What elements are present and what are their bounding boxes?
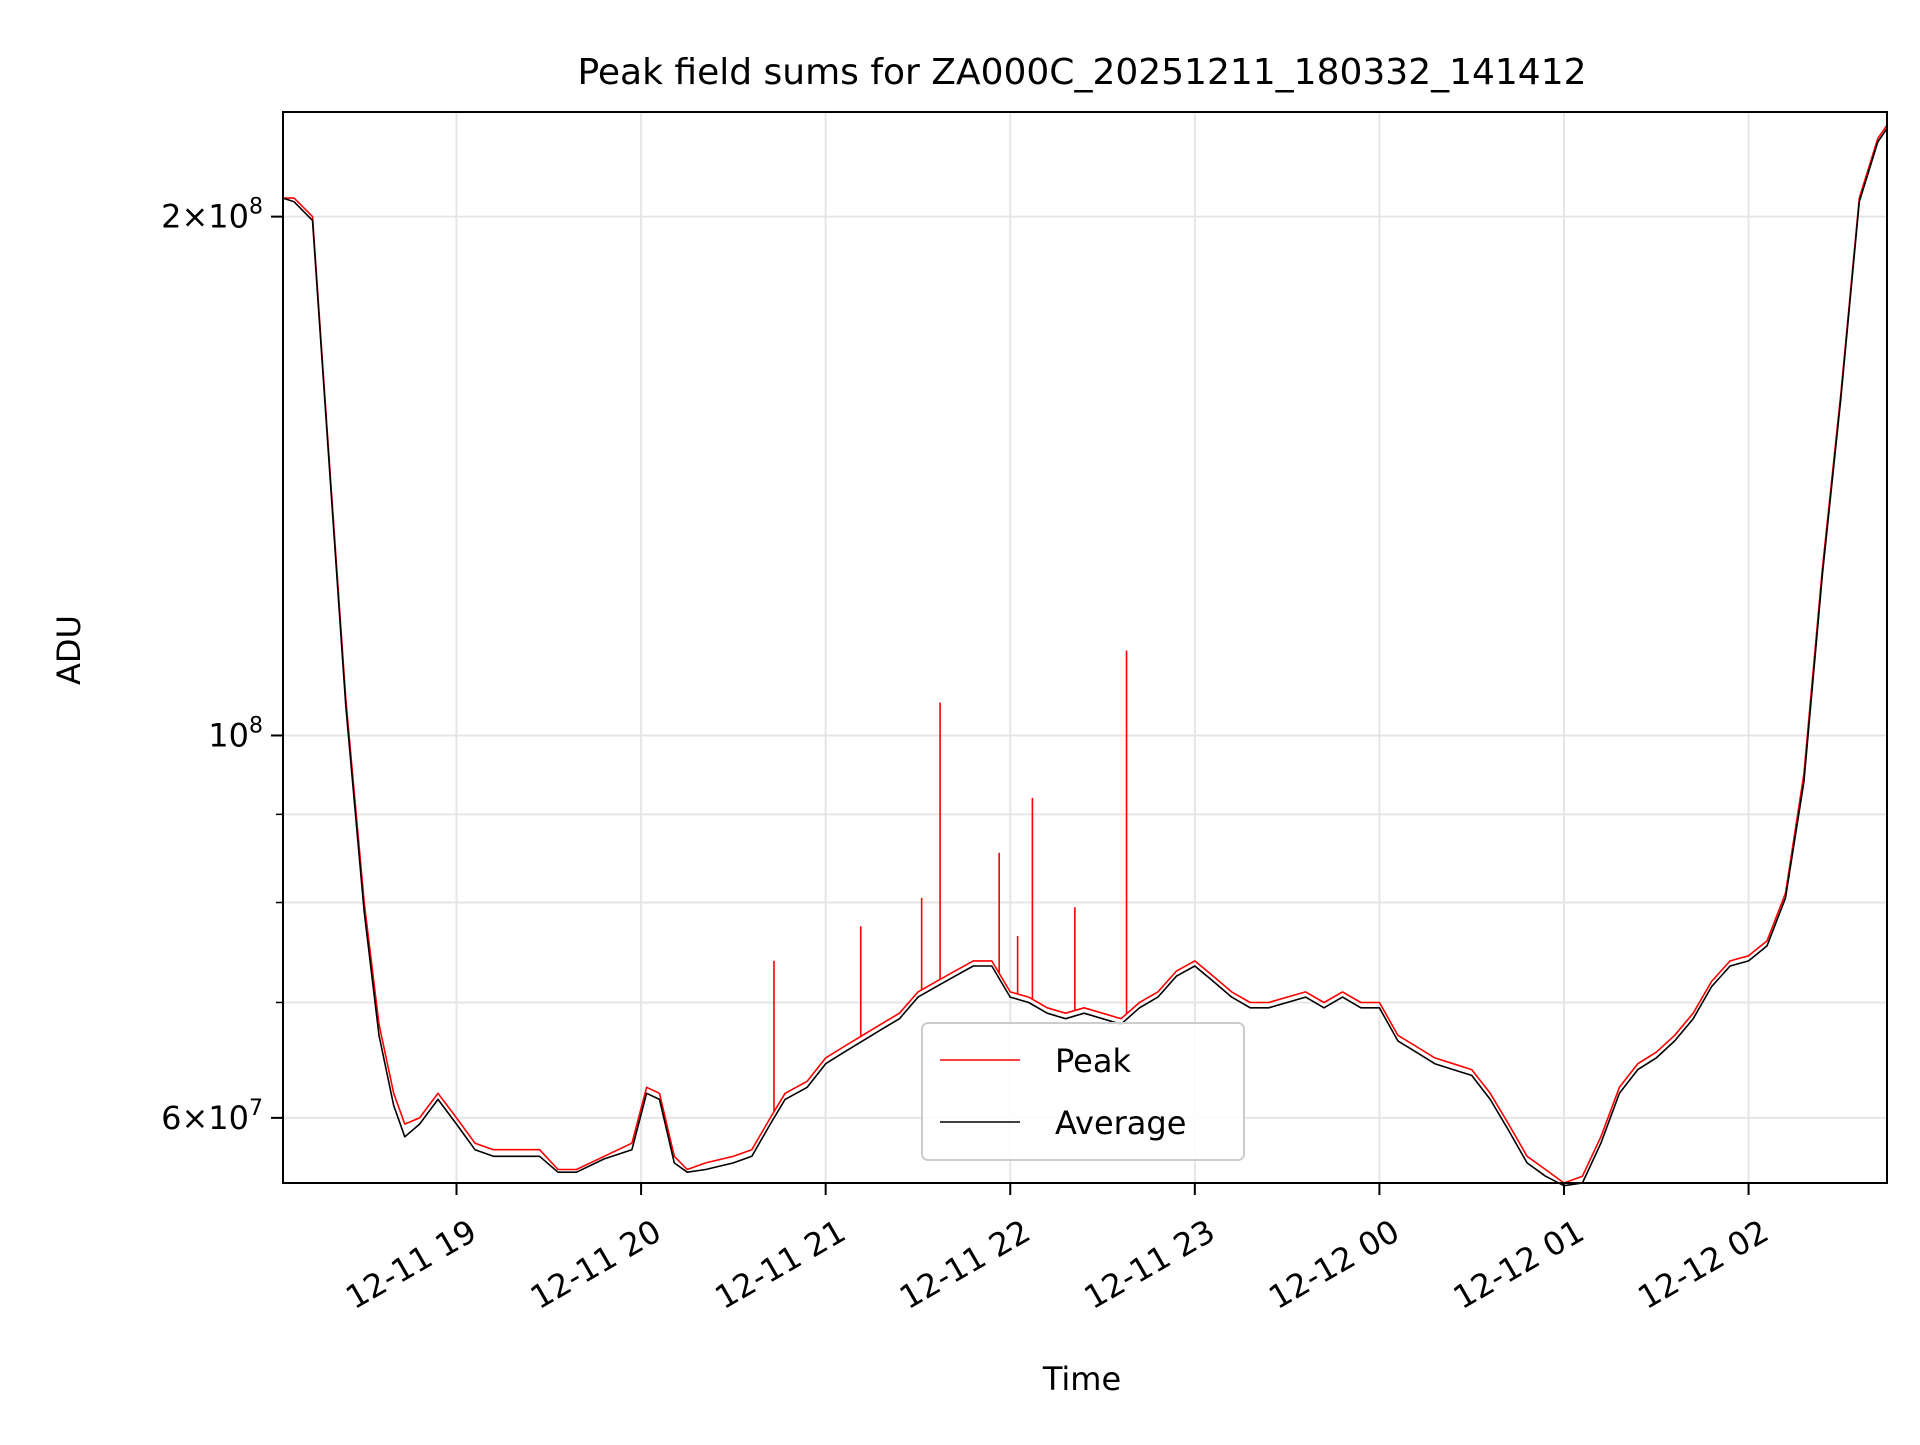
y-axis-label: ADU [50, 615, 88, 685]
legend: Peak Average [921, 1022, 1245, 1161]
x-axis-label: Time [1042, 1360, 1121, 1398]
series-line-average [282, 128, 1888, 1187]
plot-frame [282, 111, 1888, 1184]
chart-title: Peak field sums for ZA000C_20251211_1803… [577, 52, 1586, 93]
y-tick-label: 2×108 [161, 195, 263, 236]
legend-average-label: Average [1055, 1104, 1186, 1142]
y-tick-label: 108 [208, 713, 263, 754]
y-tick-label: 6×107 [161, 1096, 263, 1137]
legend-peak-label: Peak [1055, 1042, 1131, 1080]
legend-box [921, 1022, 1245, 1161]
series-layer [282, 124, 1888, 1187]
grid-layer [283, 112, 1887, 1183]
